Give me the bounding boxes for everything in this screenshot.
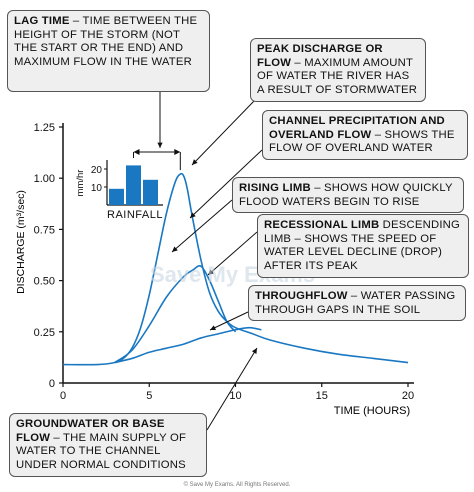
rising-limb-title: RISING LIMB <box>239 182 311 194</box>
lag-time-title: LAG TIME <box>14 15 70 27</box>
channel-precipitation-title: CHANNEL PRECIPITATION AND OVERLAND FLOW <box>269 115 445 141</box>
lag-arrowhead-right <box>174 149 181 155</box>
x-tick-label: 20 <box>402 390 414 402</box>
lag-time-text: – TIME BETWEEN THE HEIGHT OF THE STORM (… <box>14 15 198 68</box>
x-tick-label: 10 <box>229 390 241 402</box>
y-tick-label: 0.75 <box>34 224 55 236</box>
rainfall-bar <box>143 179 158 205</box>
x-axis-label: TIME (HOURS) <box>334 405 410 417</box>
lag-arrowhead-left <box>133 149 140 155</box>
chart-axes <box>62 123 414 384</box>
peak-discharge-arrow <box>191 99 256 166</box>
recessional-limb-arrow-head <box>208 269 214 275</box>
throughflow-title: THROUGHFLOW <box>255 290 348 302</box>
inset-label: RAINFALL <box>107 209 163 221</box>
peak-discharge-title: PEAK DISCHARGE OR FLOW <box>257 43 383 69</box>
footer-copyright: © Save My Exams. All Rights Reserved. <box>183 482 291 488</box>
y-tick-label: 0 <box>49 378 55 390</box>
groundwater-arrow-head <box>251 348 257 354</box>
rising-limb-text: – SHOWS HOW QUICKLY FLOOD WATERS BEGIN T… <box>239 182 453 208</box>
y-tick-label: 1.00 <box>34 173 55 185</box>
y-tick-label: 0.25 <box>34 327 55 339</box>
channel-precipitation-text: – SHOWS THE FLOW OF OVERLAND WATER <box>269 128 455 155</box>
chart-curves <box>62 172 409 366</box>
x-tick-label: 5 <box>146 390 152 402</box>
groundwater-title: GROUNDWATER OR BASE FLOW <box>16 418 165 444</box>
lag-time-arrow-head <box>157 142 163 148</box>
rainfall-bar <box>126 165 141 205</box>
recessional-inner-curve <box>114 265 237 364</box>
chart-ticks: 0 5 10 15 20 0 0.25 0.50 0.75 1.00 1.25 <box>34 122 415 402</box>
rainfall-inset: 10 20 RAINFALL mm/hr <box>75 160 163 221</box>
rainfall-bar <box>109 188 124 205</box>
throughflow-arrow <box>209 311 249 331</box>
recessional-limb-title: RECESSIONAL LIMB <box>264 219 380 231</box>
peak-discharge-callout: PEAK DISCHARGE OR FLOW – MAXIMUM AMOUNT … <box>250 38 426 102</box>
inset-tick-label: 20 <box>91 165 103 176</box>
storm-hydrograph-curve <box>62 172 409 366</box>
inset-tick-label: 10 <box>91 183 103 194</box>
groundwater-callout: GROUNDWATER OR BASE FLOW – THE MAIN SUPP… <box>9 413 207 477</box>
peak-discharge-arrow-head <box>192 159 198 165</box>
y-tick-label: 0.50 <box>34 276 55 288</box>
channel-precipitation-arrow-head <box>190 212 196 218</box>
throughflow-curve <box>114 326 262 364</box>
inset-y-label: mm/hr <box>75 170 86 197</box>
throughflow-arrow-head <box>210 325 216 331</box>
channel-precipitation-arrow <box>189 149 263 219</box>
peak-discharge-text: – MAXIMUM AMOUNT OF WATER THE RIVER HAS … <box>257 56 418 96</box>
rising-limb-callout: RISING LIMB – SHOWS HOW QUICKLY FLOOD WA… <box>232 177 464 213</box>
recessional-limb-arrow <box>207 231 258 276</box>
rising-limb-arrow-head <box>172 246 178 252</box>
groundwater-arrow <box>206 347 258 431</box>
recessional-limb-callout: RECESSIONAL LIMB DESCENDING LIMB – SHOWS… <box>257 214 469 278</box>
lag-time-callout: LAG TIME – TIME BETWEEN THE HEIGHT OF TH… <box>7 10 210 92</box>
throughflow-text: – WATER PASSING THROUGH GAPS IN THE SOIL <box>255 290 456 316</box>
x-tick-label: 0 <box>60 390 66 402</box>
y-axis-label: DISCHARGE (m³/sec) <box>15 190 27 294</box>
rising-limb-arrow <box>171 199 233 253</box>
x-tick-label: 15 <box>316 390 328 402</box>
recessional-limb-text: DESCENDING LIMB – SHOWS THE SPEED OF WAT… <box>264 219 461 272</box>
callout-arrows <box>133 92 263 431</box>
groundwater-text: – THE MAIN SUPPLY OF WATER TO THE CHANNE… <box>16 431 187 471</box>
throughflow-callout: THROUGHFLOW – WATER PASSING THROUGH GAPS… <box>248 285 466 321</box>
y-tick-label: 1.25 <box>34 122 55 134</box>
channel-precipitation-callout: CHANNEL PRECIPITATION AND OVERLAND FLOW … <box>262 110 468 160</box>
